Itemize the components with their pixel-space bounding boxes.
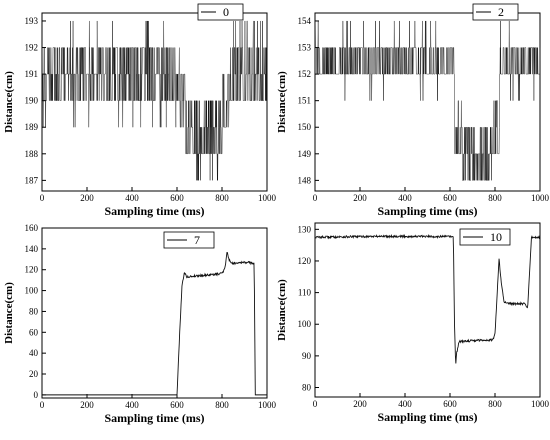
x-tick-label: 200 — [353, 193, 367, 203]
x-tick-label: 600 — [170, 400, 184, 410]
x-tick-label: 0 — [40, 400, 45, 410]
y-tick-label: 190 — [25, 96, 39, 106]
plot-frame — [314, 222, 541, 398]
x-tick-label: 1000 — [531, 193, 550, 203]
y-tick-label: 80 — [302, 383, 312, 393]
data-series-line — [42, 252, 267, 396]
x-tick-label: 200 — [353, 399, 367, 409]
chart-panel-0: 0 200 400 600 800 1000 187 188 189 190 191 192 193 Sa… — [3, 3, 277, 218]
x-axis-label: Sampling time (ms) — [378, 204, 478, 218]
legend-label: 2 — [498, 5, 504, 19]
legend-label: 10 — [490, 230, 502, 244]
chart-panel-7: 0 200 400 600 800 1000 0 20 40 60 80 100 120 140 160 Sa… — [3, 223, 277, 425]
data-series-line — [314, 233, 541, 364]
y-tick-label: 151 — [298, 96, 312, 106]
y-tick-label: 120 — [298, 256, 312, 266]
y-tick-label: 20 — [29, 369, 39, 379]
x-tick-label: 400 — [398, 399, 412, 409]
y-tick-label: 154 — [298, 16, 312, 26]
legend-box — [472, 3, 519, 21]
y-tick-label: 80 — [29, 306, 39, 316]
y-tick-label: 192 — [25, 43, 39, 53]
y-tick-label: 120 — [25, 265, 39, 275]
x-tick-label: 600 — [443, 193, 457, 203]
legend-box — [197, 3, 244, 21]
x-tick-label: 800 — [215, 193, 229, 203]
plot-frame — [41, 227, 268, 399]
x-tick-label: 0 — [313, 399, 318, 409]
y-tick-label: 40 — [29, 348, 39, 358]
y-tick-label: 152 — [298, 69, 312, 79]
y-tick-label: 130 — [298, 224, 312, 234]
legend-label: 7 — [194, 233, 200, 247]
y-tick-label: 187 — [25, 175, 39, 185]
y-tick-label: 191 — [25, 69, 39, 79]
y-tick-label: 100 — [298, 319, 312, 329]
plot-frame — [41, 12, 268, 192]
y-axis-label: Distance(cm) — [3, 282, 15, 344]
chart-panel-10: 0 200 400 600 800 1000 80 90 100 110 120 130 Samplin… — [276, 222, 550, 424]
y-tick-label: 149 — [298, 149, 312, 159]
x-tick-label: 600 — [443, 399, 457, 409]
y-axis-label: Distance(cm) — [276, 279, 288, 341]
x-tick-label: 1000 — [531, 399, 550, 409]
data-series-line — [314, 20, 541, 181]
y-tick-label: 193 — [25, 16, 39, 26]
y-tick-label: 90 — [302, 351, 312, 361]
y-tick-label: 60 — [29, 327, 39, 337]
x-tick-label: 800 — [488, 193, 502, 203]
plot-frame — [314, 12, 541, 192]
x-tick-label: 0 — [40, 193, 45, 203]
x-tick-label: 200 — [80, 193, 94, 203]
legend-label: 0 — [223, 5, 229, 19]
y-tick-label: 148 — [298, 175, 312, 185]
y-tick-label: 153 — [298, 43, 312, 53]
x-tick-label: 400 — [398, 193, 412, 203]
x-tick-label: 200 — [80, 400, 94, 410]
y-tick-label: 150 — [298, 122, 312, 132]
x-tick-label: 600 — [170, 193, 184, 203]
x-tick-label: 1000 — [258, 193, 277, 203]
y-tick-label: 188 — [25, 149, 39, 159]
x-axis-label: Sampling time (ms) — [105, 204, 205, 218]
y-tick-label: 100 — [25, 286, 39, 296]
y-tick-label: 110 — [298, 288, 312, 298]
x-tick-label: 1000 — [258, 400, 277, 410]
y-axis-label: Distance(cm) — [3, 71, 15, 133]
x-tick-label: 400 — [125, 400, 139, 410]
x-tick-label: 0 — [313, 193, 318, 203]
x-tick-label: 800 — [215, 400, 229, 410]
x-axis-label: Sampling time (ms) — [105, 411, 205, 425]
legend-box — [163, 231, 215, 249]
y-axis-label: Distance(cm) — [276, 71, 288, 133]
x-tick-label: 400 — [125, 193, 139, 203]
y-tick-label: 140 — [25, 244, 39, 254]
y-tick-label: 0 — [34, 390, 39, 400]
y-tick-label: 189 — [25, 122, 39, 132]
y-tick-label: 160 — [25, 223, 39, 233]
x-axis-label: Sampling time (ms) — [378, 410, 478, 424]
legend-box — [459, 228, 511, 246]
x-tick-label: 800 — [488, 399, 502, 409]
data-series-line — [41, 20, 268, 181]
chart-panel-2: 0 200 400 600 800 1000 148 149 150 151 152 153 154 Sa… — [276, 3, 550, 218]
